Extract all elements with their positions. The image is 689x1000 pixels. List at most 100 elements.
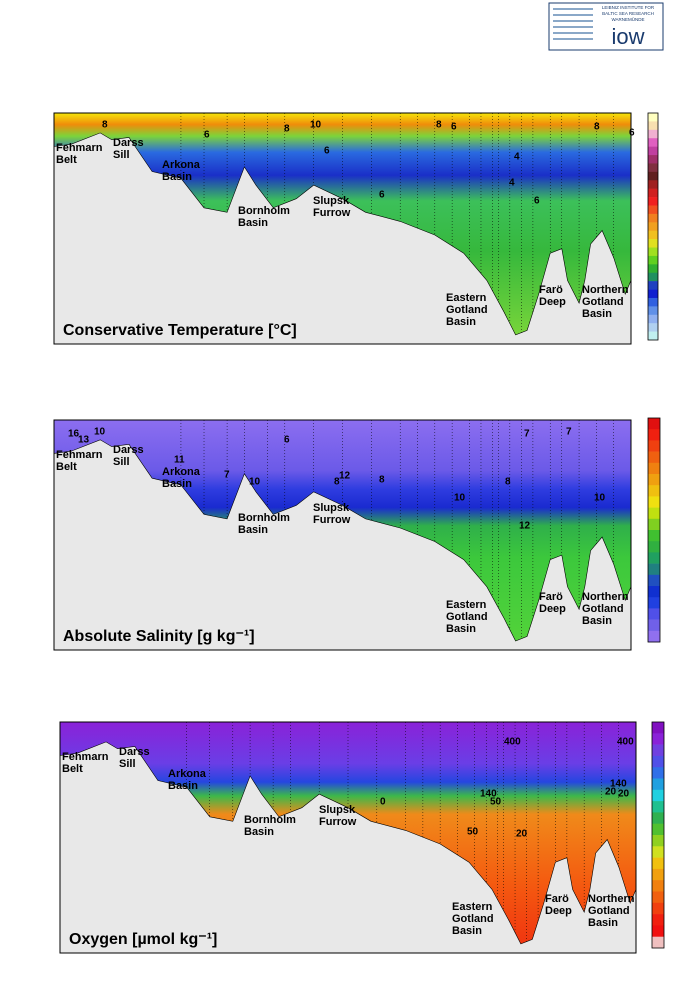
place-label: Bornholm Basin: [238, 205, 290, 229]
place-label: Fehmarn Belt: [56, 142, 103, 166]
colorbar-segment: [648, 264, 658, 274]
place-line: Darss: [113, 444, 144, 456]
colorbar-segment: [648, 180, 658, 189]
place-label: Slupsk Furrow: [313, 502, 351, 526]
colorbar-segment: [648, 518, 660, 531]
place-line: Sill: [119, 758, 136, 770]
panel-title: Conservative Temperature [°C]: [63, 322, 297, 339]
colorbar-segment: [648, 289, 658, 299]
place-label: Northern Gotland Basin: [582, 284, 629, 320]
seabed: [59, 741, 637, 954]
logo-line: BALTIC SEA RESEARCH: [602, 11, 654, 16]
colorbar-segment: [648, 474, 660, 486]
place-line: Darss: [119, 746, 150, 758]
place-label: Darss Sill: [113, 444, 144, 468]
colorbar-segment: [648, 247, 658, 257]
place-line: Basin: [162, 478, 192, 490]
place-line: Deep: [539, 296, 566, 308]
place-line: Gotland: [582, 296, 624, 308]
logo-line: WARNEMÜNDE: [611, 16, 644, 22]
colorbar-segment: [648, 597, 660, 609]
colorbar-segment: [648, 541, 660, 553]
place-line: Arkona: [168, 768, 207, 780]
colorbar-segment: [652, 936, 664, 949]
place-line: Gotland: [588, 905, 630, 917]
contour-label: 12: [519, 521, 531, 532]
place-line: Belt: [56, 461, 77, 473]
colorbar-segment: [652, 733, 664, 745]
colorbar-segment: [652, 789, 664, 802]
place-label: Bornholm Basin: [238, 512, 290, 536]
colorbar-segment: [652, 914, 664, 926]
contour-label: 140: [480, 789, 497, 800]
colorbar-segment: [648, 297, 658, 307]
contour-label: 6: [324, 146, 330, 157]
place-line: Furrow: [313, 207, 351, 219]
colorbar-frame: [647, 417, 661, 643]
place-line: Arkona: [162, 466, 201, 478]
place-line: Northern: [582, 284, 629, 296]
colorbar-segment: [648, 418, 660, 430]
colorbar-segment: [648, 462, 660, 475]
contour-label: 8: [505, 477, 511, 488]
place-line: Basin: [582, 615, 612, 627]
colorbar-segment: [652, 722, 664, 734]
colorbar-segment: [648, 113, 658, 122]
place-line: Farö: [539, 284, 563, 296]
colorbar-segment: [652, 801, 664, 813]
panel-frame: [59, 721, 637, 954]
contour-label: 20: [618, 789, 630, 800]
contour-label: 50: [490, 797, 502, 808]
place-label: Eastern Gotland Basin: [446, 599, 488, 635]
contour-label: 8: [436, 120, 442, 131]
contour-label: 10: [594, 493, 606, 504]
place-label: Slupsk Furrow: [319, 804, 357, 828]
place-label: Arkona Basin: [168, 768, 207, 792]
logo-stripes: [553, 8, 593, 40]
place-line: Belt: [56, 154, 77, 166]
place-line: Northern: [582, 591, 629, 603]
contour-label: 20: [516, 829, 528, 840]
place-line: Basin: [244, 826, 274, 838]
contour-label: 8: [102, 120, 108, 131]
place-line: Slupsk: [319, 804, 356, 816]
place-label: Fehmarn Belt: [56, 449, 103, 473]
place-line: Furrow: [313, 514, 351, 526]
colorbar-segment: [648, 485, 660, 497]
place-line: Furrow: [319, 816, 357, 828]
contour-label: 6: [379, 190, 385, 201]
place-line: Deep: [545, 905, 572, 917]
colorbar-segment: [648, 429, 660, 441]
colorbar-segment: [652, 767, 664, 779]
colorbar-segment: [648, 574, 660, 587]
contour-label: 8: [379, 475, 385, 486]
contour-label: 400: [504, 737, 521, 748]
place-line: Gotland: [446, 304, 488, 316]
colorbar-segment: [652, 744, 664, 757]
contour-label: 16: [68, 429, 80, 440]
colorbar-segment: [648, 630, 660, 643]
contour-label: 6: [534, 196, 540, 207]
place-label: Farö Deep: [539, 284, 566, 308]
contour-label: 7: [224, 470, 230, 481]
place-line: Deep: [539, 603, 566, 615]
colorbar-segment: [648, 619, 660, 632]
colorbar-segment: [648, 552, 660, 564]
contour-label: 12: [339, 471, 351, 482]
colorbar-segment: [648, 530, 660, 542]
colorbar-segment: [648, 306, 658, 316]
place-line: Slupsk: [313, 502, 350, 514]
place-line: Eastern: [446, 292, 487, 304]
colorbar-segment: [652, 778, 664, 791]
place-line: Basin: [588, 917, 618, 929]
colorbar-segment: [648, 222, 658, 232]
place-label: Arkona Basin: [162, 159, 201, 183]
colorbar-segment: [648, 171, 658, 181]
colorbar-segment: [648, 138, 658, 147]
place-label: Eastern Gotland Basin: [446, 292, 488, 328]
colorbar-segment: [648, 121, 658, 131]
place-line: Gotland: [452, 913, 494, 925]
contour-label: 50: [467, 827, 479, 838]
